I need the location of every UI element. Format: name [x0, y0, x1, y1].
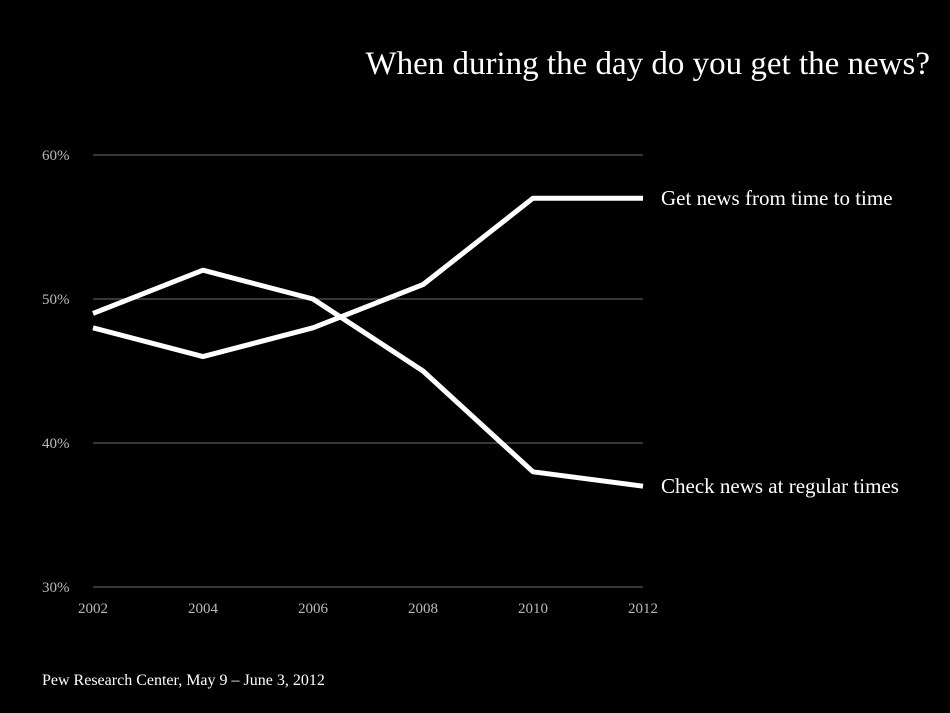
series-labels: Get news from time to time Check news at … [661, 186, 899, 498]
y-tick-label: 30% [42, 580, 70, 596]
x-tick-label: 2006 [298, 601, 329, 617]
series-lines [92, 195, 644, 489]
series-line-2 [92, 267, 644, 489]
x-tick-label: 2002 [78, 601, 108, 617]
x-tick-label: 2004 [188, 601, 219, 617]
gridlines [93, 154, 643, 588]
x-tick-label: 2008 [408, 601, 438, 617]
x-tick-label: 2012 [628, 601, 658, 617]
series-line-1 [92, 195, 643, 360]
y-tick-label: 40% [42, 436, 70, 452]
x-tick-label: 2010 [518, 601, 548, 617]
source-note: Pew Research Center, May 9 – June 3, 201… [42, 672, 325, 689]
series-label-2: Check news at regular times [661, 474, 899, 498]
series-label-1: Get news from time to time [661, 186, 893, 210]
y-tick-label: 50% [42, 292, 70, 308]
y-axis-ticks: 30% 40% 50% 60% [42, 148, 70, 596]
x-axis-ticks: 2002 2004 2006 2008 2010 2012 [78, 601, 658, 617]
chart-title: When during the day do you get the news? [365, 46, 930, 82]
y-tick-label: 60% [42, 148, 70, 164]
